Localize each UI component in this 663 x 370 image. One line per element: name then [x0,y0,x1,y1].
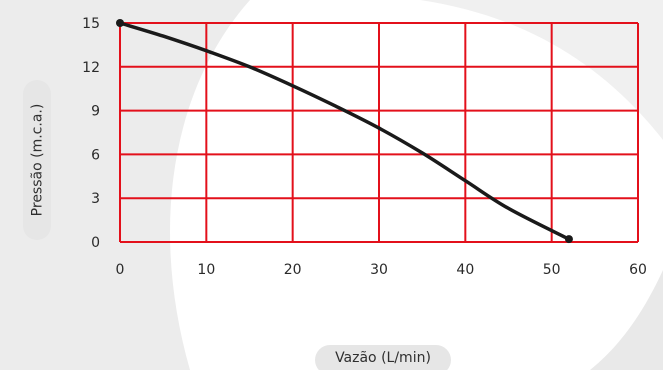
data-point-marker [564,235,573,244]
y-tick-label: 6 [91,147,100,163]
y-tick-label: 9 [91,104,100,120]
y-tick-label: 0 [91,235,100,251]
y-axis-title-pill: Pressão (m.c.a.) [23,80,51,240]
x-tick-label: 0 [116,262,125,278]
y-axis-title: Pressão (m.c.a.) [29,103,46,217]
x-tick-label: 50 [543,262,561,278]
y-tick-label: 12 [82,60,100,76]
x-tick-label: 10 [197,262,215,278]
x-tick-label: 30 [370,262,388,278]
y-tick-label: 15 [82,16,100,32]
x-axis-title: Vazão (L/min) [335,349,431,366]
data-point-marker [116,19,124,27]
grid-lines [119,22,639,243]
endpoint-markers [116,19,573,244]
series-line [118,21,571,241]
y-axis-ticks: 0 3 6 9 12 15 [82,16,100,251]
x-tick-label: 40 [456,262,474,278]
y-tick-label: 3 [91,191,100,207]
x-tick-label: 60 [629,262,647,278]
x-axis-ticks: 0 10 20 30 40 50 60 [116,262,647,278]
x-axis-title-pill: Vazão (L/min) [315,345,451,370]
x-tick-label: 20 [284,262,302,278]
